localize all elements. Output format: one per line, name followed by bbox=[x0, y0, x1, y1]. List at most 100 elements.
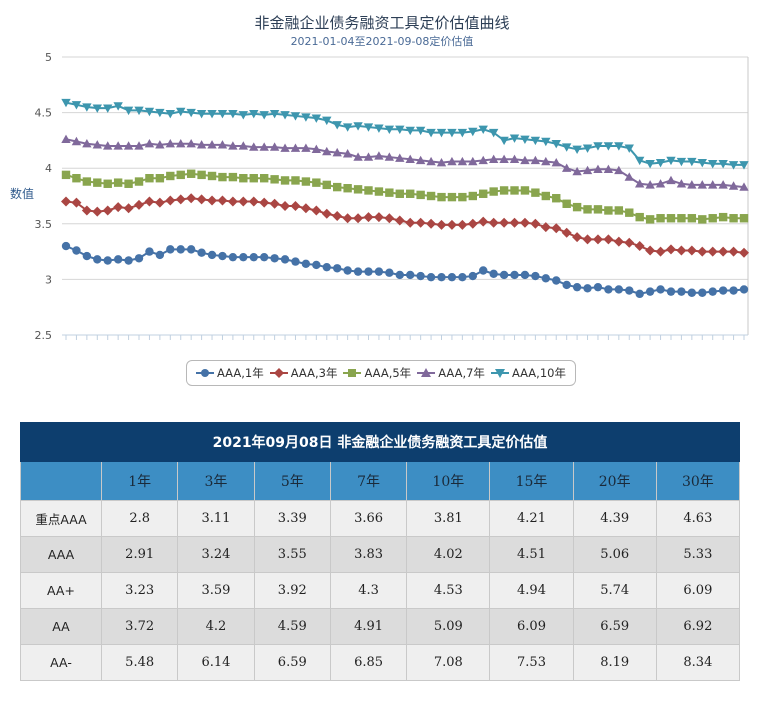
data-point bbox=[61, 98, 71, 108]
data-point bbox=[405, 126, 415, 136]
data-point bbox=[113, 178, 123, 187]
data-point bbox=[93, 178, 102, 187]
data-point bbox=[697, 246, 708, 257]
data-point bbox=[196, 194, 207, 205]
legend-item[interactable]: AAA,10年 bbox=[490, 365, 566, 381]
data-point bbox=[728, 246, 739, 257]
data-point bbox=[666, 287, 676, 296]
legend-item[interactable]: AAA,3年 bbox=[269, 365, 337, 381]
data-point bbox=[593, 282, 603, 292]
data-point bbox=[406, 270, 415, 280]
data-point bbox=[509, 154, 520, 164]
data-point bbox=[269, 142, 280, 151]
data-point bbox=[259, 197, 270, 208]
data-point bbox=[656, 214, 665, 223]
data-point bbox=[374, 151, 384, 160]
data-point bbox=[176, 245, 185, 254]
data-point bbox=[123, 141, 134, 150]
data-point bbox=[416, 190, 425, 200]
data-point bbox=[572, 202, 582, 212]
data-point bbox=[364, 267, 373, 276]
data-point bbox=[197, 170, 206, 180]
data-point bbox=[207, 195, 218, 206]
data-point bbox=[312, 260, 321, 270]
data-point bbox=[687, 288, 697, 297]
data-point bbox=[134, 177, 144, 186]
legend-item[interactable]: AAA,5年 bbox=[343, 365, 411, 381]
data-point bbox=[624, 144, 634, 153]
legend-item[interactable]: AAA,1年 bbox=[196, 365, 264, 381]
data-point bbox=[718, 212, 728, 222]
data-point bbox=[718, 246, 729, 257]
data-point bbox=[103, 256, 112, 265]
data-point bbox=[729, 286, 738, 295]
table-cell: 5.74 bbox=[572, 572, 657, 609]
data-point bbox=[384, 125, 395, 134]
data-point bbox=[666, 214, 676, 223]
data-point bbox=[687, 180, 697, 189]
data-point bbox=[551, 157, 561, 167]
data-point bbox=[572, 166, 582, 176]
data-point bbox=[708, 214, 717, 223]
data-point bbox=[436, 128, 447, 138]
table-cell: 8.19 bbox=[572, 644, 657, 681]
data-point bbox=[520, 135, 530, 144]
data-point bbox=[519, 217, 530, 228]
data-point bbox=[707, 246, 718, 257]
data-point bbox=[248, 196, 259, 207]
data-point bbox=[426, 128, 436, 138]
data-point bbox=[499, 154, 509, 164]
data-point bbox=[572, 145, 582, 154]
table-cell: 3.55 bbox=[253, 536, 331, 573]
table-row: AA 3.72 4.2 4.59 4.91 5.09 6.09 6.59 6.92 bbox=[20, 608, 741, 645]
row-label: AA+ bbox=[20, 572, 102, 609]
data-point bbox=[321, 208, 332, 219]
data-point bbox=[82, 103, 92, 112]
table-cell: 6.59 bbox=[572, 608, 657, 645]
table-cell: 6.09 bbox=[655, 572, 741, 609]
data-point bbox=[301, 259, 311, 269]
column-header: 3年 bbox=[177, 461, 255, 501]
data-point bbox=[61, 134, 71, 143]
data-point bbox=[634, 241, 645, 252]
data-point bbox=[123, 203, 134, 214]
data-point bbox=[249, 252, 258, 262]
data-point bbox=[332, 211, 343, 222]
data-point bbox=[457, 219, 468, 230]
data-point bbox=[134, 254, 144, 263]
data-point bbox=[666, 175, 676, 185]
legend-marker-icon bbox=[343, 369, 362, 377]
data-point bbox=[697, 158, 707, 168]
data-point bbox=[363, 152, 374, 161]
data-point bbox=[467, 218, 478, 229]
data-point bbox=[655, 158, 666, 168]
data-point bbox=[82, 251, 92, 261]
data-point bbox=[499, 270, 509, 280]
data-point bbox=[541, 156, 551, 166]
table-cell: 4.63 bbox=[655, 500, 741, 537]
data-point bbox=[312, 178, 321, 187]
data-point bbox=[676, 245, 687, 256]
data-point bbox=[593, 205, 603, 214]
data-point bbox=[291, 257, 300, 266]
data-point bbox=[562, 280, 571, 290]
valuation-table: 2021年09月08日 非金融企业债务融资工具定价估值 1年 3年 5年 7年 10年 1… bbox=[20, 422, 741, 681]
data-point bbox=[479, 189, 488, 198]
data-point bbox=[530, 136, 541, 146]
data-point bbox=[207, 110, 217, 119]
data-point bbox=[342, 213, 353, 224]
data-point bbox=[510, 186, 519, 195]
data-point bbox=[353, 213, 364, 224]
table-cell: 3.24 bbox=[177, 536, 255, 573]
data-point bbox=[416, 271, 425, 281]
data-point bbox=[708, 180, 718, 189]
data-point bbox=[458, 272, 467, 282]
data-point bbox=[373, 212, 384, 223]
data-point bbox=[385, 188, 394, 197]
data-point bbox=[468, 156, 478, 166]
data-point bbox=[395, 153, 405, 162]
data-point bbox=[603, 142, 614, 151]
data-point bbox=[676, 157, 687, 167]
legend-item[interactable]: AAA,7年 bbox=[417, 365, 485, 381]
column-header: 20年 bbox=[572, 461, 657, 501]
